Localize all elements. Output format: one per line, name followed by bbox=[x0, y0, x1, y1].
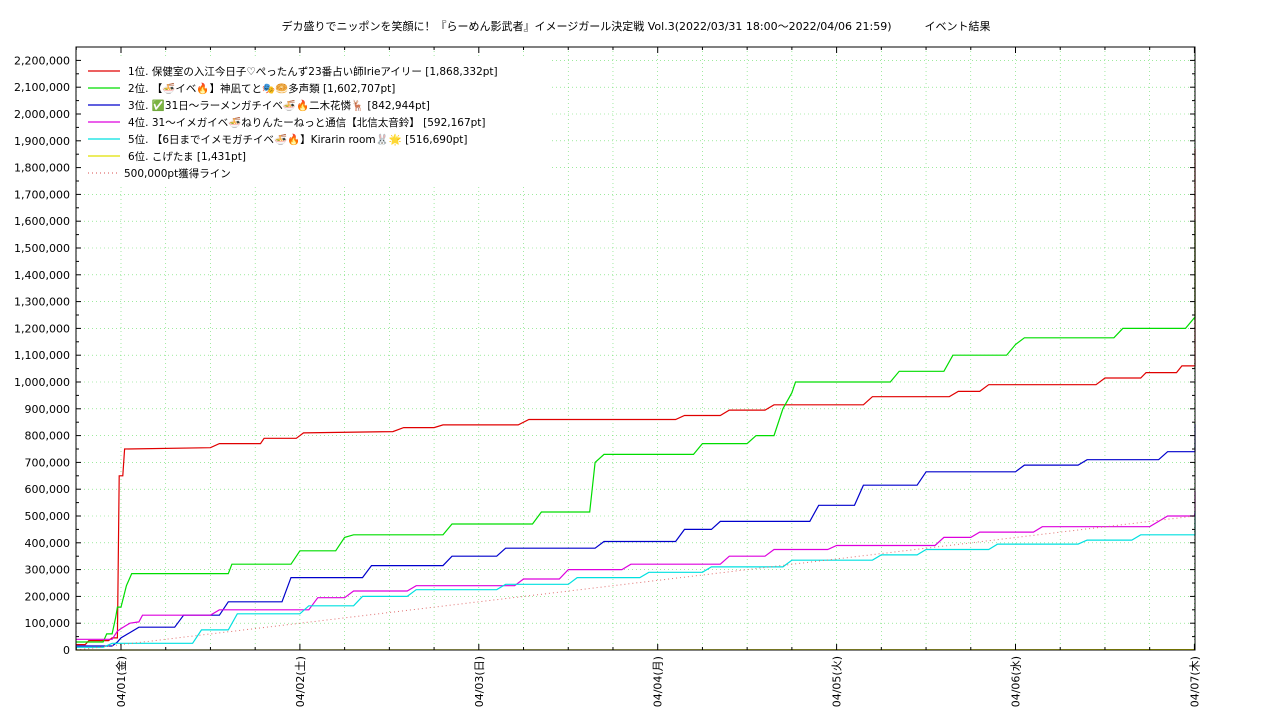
y-tick-label: 0 bbox=[63, 644, 70, 657]
y-tick-label: 100,000 bbox=[25, 617, 71, 630]
y-tick-label: 1,000,000 bbox=[14, 376, 70, 389]
y-tick-label: 900,000 bbox=[25, 403, 71, 416]
x-tick-label: 04/04(月) bbox=[652, 656, 665, 707]
y-tick-label: 1,300,000 bbox=[14, 296, 70, 309]
x-tick-label: 04/01(金) bbox=[114, 656, 128, 707]
series-line-2 bbox=[76, 220, 1196, 643]
x-tick-label: 04/06(水) bbox=[1010, 656, 1023, 707]
legend-entry: 6位. こげたま [1,431pt] bbox=[128, 150, 246, 163]
y-tick-label: 1,700,000 bbox=[14, 188, 70, 201]
x-tick-label: 04/02(土) bbox=[294, 656, 307, 707]
y-tick-label: 600,000 bbox=[25, 483, 71, 496]
y-tick-label: 1,200,000 bbox=[14, 322, 70, 335]
legend-entry: 1位. 保健室の入江今日子♡ぺったんず23番占い師Irieアイリー [1,868… bbox=[128, 65, 498, 78]
y-tick-label: 1,600,000 bbox=[14, 215, 70, 228]
legend-entry: 500,000pt獲得ライン bbox=[124, 167, 231, 180]
y-tick-label: 300,000 bbox=[25, 564, 71, 577]
y-tick-label: 2,000,000 bbox=[14, 108, 70, 121]
y-axis: 0 100,000 200,000 300,000 400,000 500,000 600,… bbox=[14, 54, 1195, 657]
x-axis: 04/01(金) 04/02(土) 04/03(日) 04/04(月) 04/05(火)… bbox=[75, 47, 1201, 707]
series-line-5 bbox=[76, 511, 1196, 648]
series-line-1 bbox=[76, 148, 1196, 646]
series-line-7 bbox=[76, 515, 1196, 651]
x-tick-label: 04/07(木) bbox=[1188, 656, 1201, 707]
series-line-4 bbox=[76, 491, 1196, 640]
y-tick-label: 200,000 bbox=[25, 590, 71, 603]
legend-entry: 2位. 【🍜イベ🔥】神凪てと🎭🥯多声類 [1,602,707pt] bbox=[128, 82, 395, 95]
y-tick-label: 800,000 bbox=[25, 430, 71, 443]
legend-entry: 5位. 【6日までイメモガチイベ🍜🔥】Kirarin room🐰🌟 [516,6… bbox=[128, 133, 468, 146]
y-tick-label: 1,400,000 bbox=[14, 269, 70, 282]
legend-box bbox=[82, 58, 552, 186]
series-layer bbox=[76, 148, 1196, 651]
y-tick-label: 2,100,000 bbox=[14, 81, 70, 94]
y-tick-label: 400,000 bbox=[25, 537, 71, 550]
chart-title: デカ盛りでニッポンを笑顔に！『らーめん影武者』イメージガール決定戦 Vol.3(… bbox=[281, 19, 990, 33]
legend: 1位. 保健室の入江今日子♡ぺったんず23番占い師Irieアイリー [1,868… bbox=[82, 58, 552, 186]
y-tick-label: 1,900,000 bbox=[14, 135, 70, 148]
legend-entry: 4位. 31〜イメガイベ🍜ねりんたーねっと通信【北信太音鈴】 [592,167p… bbox=[128, 116, 486, 129]
y-tick-label: 1,100,000 bbox=[14, 349, 70, 362]
x-tick-label: 04/05(火) bbox=[831, 656, 844, 707]
y-tick-label: 1,500,000 bbox=[14, 242, 70, 255]
y-tick-label: 500,000 bbox=[25, 510, 71, 523]
x-tick-label: 04/03(日) bbox=[473, 656, 486, 707]
legend-entry: 3位. ✅31日〜ラーメンガチイベ🍜🔥二木花憐🦌 [842,944pt] bbox=[128, 99, 430, 112]
y-tick-label: 700,000 bbox=[25, 456, 71, 469]
plot-frame bbox=[75, 46, 1196, 651]
y-tick-label: 1,800,000 bbox=[14, 162, 70, 175]
y-tick-label: 2,200,000 bbox=[14, 54, 70, 67]
series-line-3 bbox=[76, 424, 1196, 647]
